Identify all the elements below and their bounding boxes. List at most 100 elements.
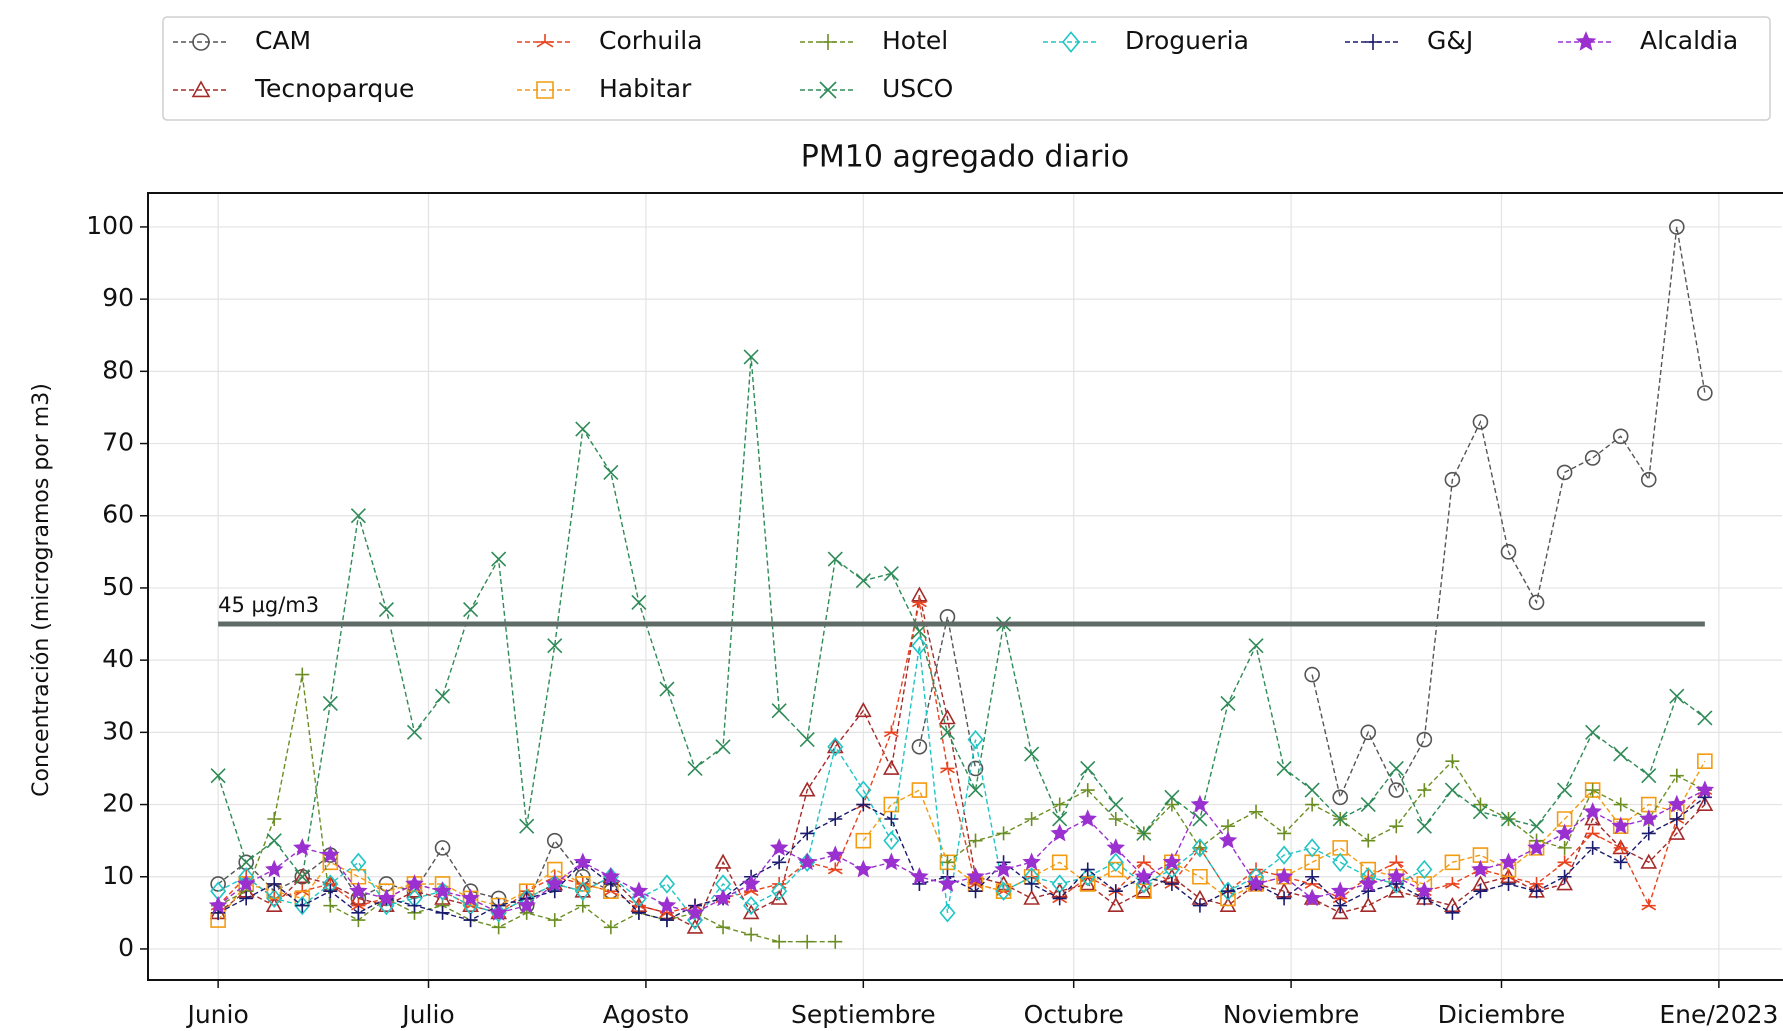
marker: [1473, 884, 1488, 899]
marker: [1080, 862, 1095, 877]
marker: [1641, 768, 1657, 784]
marker: [265, 896, 283, 913]
legend-box: [162, 16, 1771, 121]
marker: [742, 904, 760, 920]
series-line: [217, 789, 1706, 914]
marker: [519, 818, 535, 834]
marker: [715, 739, 731, 755]
y-tick-label: 70: [102, 428, 134, 457]
marker: [1472, 804, 1489, 820]
marker: [1472, 847, 1489, 863]
marker: [1641, 826, 1656, 841]
marker: [1444, 876, 1460, 889]
marker: [1500, 811, 1517, 827]
marker: [1277, 891, 1292, 906]
marker: [911, 623, 927, 639]
marker: [1669, 688, 1685, 704]
marker: [1023, 889, 1040, 905]
marker: [1108, 796, 1124, 813]
marker: [1358, 874, 1378, 892]
marker: [800, 934, 815, 949]
marker: [1061, 31, 1081, 53]
series-line: [217, 796, 1706, 921]
marker: [883, 725, 899, 738]
marker: [294, 869, 310, 885]
marker: [1220, 884, 1235, 899]
marker: [350, 868, 367, 885]
x-tick-label: Diciembre: [1438, 1000, 1566, 1029]
marker: [827, 551, 843, 567]
marker: [1528, 594, 1545, 611]
marker: [1360, 724, 1377, 741]
marker: [772, 934, 787, 949]
marker: [322, 876, 338, 889]
marker: [1613, 797, 1628, 812]
marker: [910, 867, 929, 885]
marker: [825, 845, 845, 863]
marker: [883, 759, 900, 775]
marker: [1220, 695, 1236, 712]
marker: [1136, 883, 1152, 899]
marker: [771, 881, 788, 901]
marker: [1417, 783, 1432, 798]
marker: [1529, 876, 1544, 889]
marker: [350, 898, 366, 911]
marker: [1584, 450, 1601, 466]
marker: [1613, 746, 1629, 762]
marker: [1162, 852, 1182, 871]
marker: [574, 881, 591, 901]
marker: [744, 927, 759, 942]
marker: [1612, 818, 1629, 835]
marker: [1613, 855, 1628, 870]
marker: [1387, 882, 1405, 898]
marker: [1050, 823, 1069, 842]
marker: [378, 883, 395, 899]
marker: [1501, 876, 1516, 891]
marker: [819, 81, 837, 99]
marker: [631, 905, 646, 920]
marker: [267, 876, 282, 891]
marker: [1052, 811, 1068, 827]
marker: [938, 874, 957, 892]
x-tick-label: Agosto: [603, 1000, 689, 1029]
marker: [1640, 471, 1657, 488]
marker: [820, 34, 836, 50]
marker: [1024, 869, 1040, 882]
marker: [883, 565, 899, 582]
marker: [659, 681, 675, 697]
marker: [995, 881, 1012, 901]
marker: [716, 920, 731, 935]
marker: [1332, 852, 1349, 872]
marker: [1192, 811, 1208, 827]
marker: [294, 884, 310, 897]
marker: [1556, 464, 1573, 481]
marker: [573, 852, 593, 871]
marker: [1444, 854, 1461, 871]
marker: [1389, 819, 1404, 834]
marker: [1444, 471, 1461, 488]
marker: [517, 895, 536, 914]
marker: [192, 33, 210, 51]
marker: [1218, 830, 1238, 849]
marker: [1387, 867, 1406, 885]
marker: [1332, 811, 1348, 827]
marker: [1249, 804, 1264, 819]
y-tick-label: 50: [102, 572, 134, 601]
marker: [1304, 782, 1320, 798]
marker: [463, 602, 479, 618]
marker: [293, 868, 311, 884]
marker: [323, 898, 338, 913]
marker: [1305, 797, 1320, 812]
marker: [968, 884, 983, 899]
marker: [800, 826, 815, 841]
marker: [1052, 891, 1067, 906]
x-tick-label: Junio: [185, 1000, 248, 1029]
marker: [1248, 638, 1264, 654]
marker: [799, 732, 815, 748]
marker: [911, 636, 928, 656]
marker: [210, 768, 226, 784]
series-line: [217, 226, 1706, 907]
marker: [884, 811, 899, 826]
marker: [1585, 783, 1600, 798]
marker: [1220, 819, 1235, 834]
